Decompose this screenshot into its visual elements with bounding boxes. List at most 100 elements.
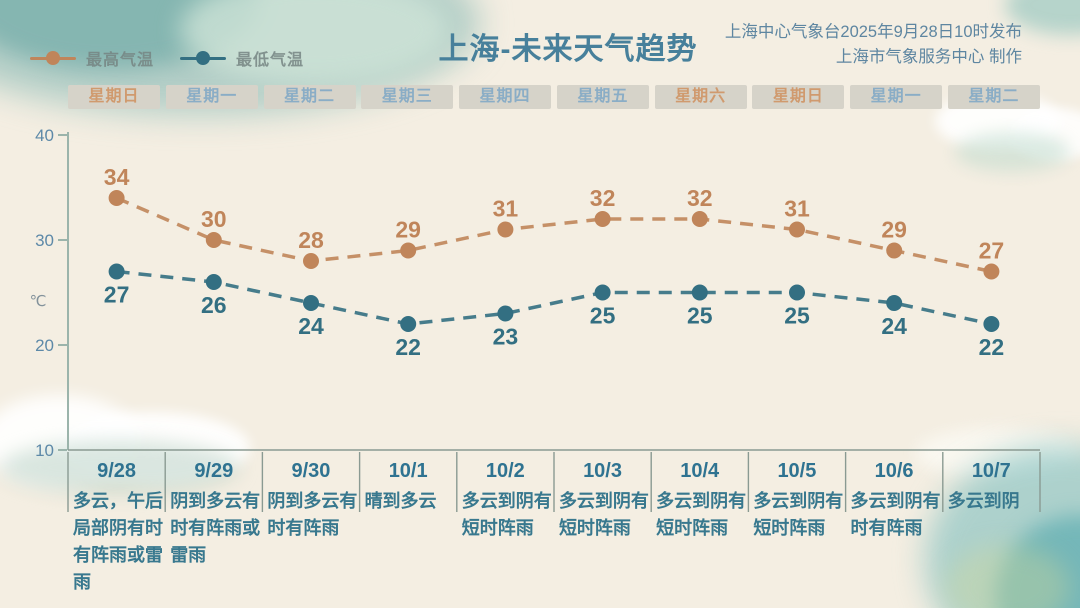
low-temp-value-label: 25 [784,303,810,329]
y-tick-label: 20 [35,336,54,355]
low-temp-value-label: 25 [687,303,713,329]
high-temp-point [594,211,611,227]
y-axis-unit-label: ℃ [30,293,47,310]
weekday-tab: 星期六 [654,85,747,109]
forecast-column: 9/28 多云，午后局部阴有时有阵雨或雷雨 [68,456,165,596]
low-temp-value-label: 27 [104,282,130,308]
legend-label: 最低气温 [236,52,305,69]
high-temp-value-label: 32 [590,185,616,211]
forecast-table: 9/28 多云，午后局部阴有时有阵雨或雷雨 9/29 阴到多云有时有阵雨或雷雨 … [68,456,1040,596]
forecast-description: 多云到阴有时有阵雨 [850,491,941,538]
forecast-column: 9/30 阴到多云有时有阵雨 [262,456,359,596]
high-temp-point [497,221,514,238]
forecast-date: 9/30 [291,460,331,482]
forecast-date: 10/2 [485,460,525,482]
chart-legend: 最高气温 最低气温 [30,46,304,70]
low-temp-value-label: 23 [493,324,519,350]
forecast-column: 10/5 多云到阴有短时阵雨 [748,456,845,596]
high-temp-marker-icon [30,48,76,68]
forecast-date: 10/5 [777,460,817,482]
high-temp-value-label: 27 [979,238,1005,264]
high-temp-point [983,263,1000,280]
high-temp-point [886,242,903,259]
low-temp-point [303,295,319,311]
low-temp-point [691,284,708,301]
high-temp-value-label: 29 [881,217,907,243]
high-temp-value-label: 28 [298,227,324,253]
low-temp-point [400,316,417,332]
forecast-description: 阴到多云有时有阵雨 [267,491,358,538]
low-temp-value-label: 25 [590,303,616,329]
issue-info: 上海中心气象台2025年9月28日10时发布 上海市气象服务中心 制作 [725,20,1022,70]
forecast-column: 10/3 多云到阴有短时阵雨 [554,456,651,596]
weekday-tab: 星期五 [556,85,649,109]
forecast-date: 9/28 [97,460,137,482]
forecast-date: 10/4 [680,460,720,482]
low-temp-point [497,305,514,322]
y-tick-label: 40 [35,126,54,145]
high-temp-point [789,221,805,238]
weekday-tab: 星期二 [947,85,1040,109]
low-temp-value-label: 22 [395,334,421,360]
low-temp-point [108,263,125,280]
weekday-tab: 星期一 [165,85,258,109]
forecast-description: 多云，午后局部阴有时有阵雨或雷雨 [73,491,163,592]
weekday-tab: 星期日 [68,85,160,109]
forecast-date: 10/7 [971,460,1011,482]
issue-line-1: 上海中心气象台2025年9月28日10时发布 [724,23,1022,41]
weekday-tab: 星期一 [850,85,943,109]
forecast-description: 阴到多云有时有阵雨或雷雨 [170,491,261,565]
forecast-date: 10/1 [388,460,428,482]
high-temp-value-label: 34 [104,164,130,190]
y-tick-label: 10 [35,441,54,460]
low-temp-point [983,316,1000,332]
high-temp-value-label: 30 [201,206,227,232]
page-title: 上海-未来天气趋势 [438,33,698,66]
forecast-description: 多云到阴有短时阵雨 [656,491,747,538]
forecast-column: 10/2 多云到阴有短时阵雨 [457,456,554,596]
forecast-column: 10/6 多云到阴有时有阵雨 [846,456,943,596]
high-temp-point [108,190,125,206]
low-temp-point [594,284,611,301]
low-temp-line [116,269,992,326]
forecast-column: 9/29 阴到多云有时有阵雨或雷雨 [165,456,262,596]
high-temp-value-label: 32 [687,185,713,211]
forecast-column: 10/7 多云到阴 [943,456,1040,596]
forecast-date: 9/29 [194,460,234,482]
weekday-row: 星期日 星期一 星期二 星期三 星期四 星期五 星期六 星期日 星期一 星期二 [68,85,1040,109]
low-temp-point [886,295,903,311]
low-temp-value-label: 24 [881,313,907,339]
forecast-description: 晴到多云 [364,491,437,511]
low-temp-marker-icon [180,48,227,68]
forecast-description: 多云到阴有短时阵雨 [753,491,844,538]
forecast-description: 多云到阴有短时阵雨 [558,491,649,538]
forecast-date: 10/3 [583,460,622,482]
low-temp-value-label: 24 [298,313,324,339]
forecast-column: 10/1 晴到多云 [360,456,457,596]
legend-item-high-temp: 最高气温 [30,46,154,70]
weekday-tab: 星期二 [263,85,356,109]
forecast-column: 10/4 多云到阴有短时阵雨 [651,456,748,596]
high-temp-value-label: 29 [395,217,421,243]
high-temp-point [205,232,222,248]
high-temp-value-label: 31 [784,196,810,222]
low-temp-value-label: 22 [979,334,1005,360]
legend-item-low-temp: 最低气温 [180,46,304,70]
low-temp-value-label: 26 [201,292,227,318]
weekday-tab: 星期四 [459,85,552,109]
high-temp-value-label: 31 [493,196,519,222]
issue-line-2: 上海市气象服务中心 制作 [835,48,1022,66]
forecast-date: 10/6 [874,460,914,482]
low-temp-point [789,284,805,301]
high-temp-point [303,253,319,269]
low-temp-point [205,274,222,290]
forecast-description: 多云到阴 [947,491,1020,511]
high-temp-line [115,196,992,274]
legend-label: 最高气温 [86,52,155,69]
y-tick-label: 30 [35,231,54,250]
weekday-tab: 星期日 [752,85,845,109]
weekday-tab: 星期三 [361,85,454,109]
high-temp-point [691,211,708,227]
